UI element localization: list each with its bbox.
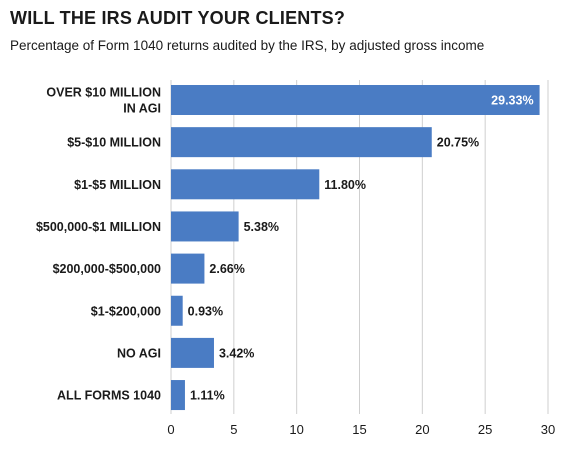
x-tick-label: 20 — [415, 422, 429, 437]
bar — [171, 295, 183, 326]
category-label: NO AGI — [117, 346, 161, 360]
value-label: 1.11% — [190, 389, 225, 403]
labels: OVER $10 MILLION IN AGI 29.33% $5-$10 MILLI… — [36, 86, 534, 403]
bar — [171, 337, 214, 368]
category-label: $200,000-$500,000 — [53, 262, 161, 276]
category-label: $500,000-$1 MILLION — [36, 220, 161, 234]
bar — [171, 169, 320, 200]
chart-title: WILL THE IRS AUDIT YOUR CLIENTS? — [10, 8, 346, 28]
value-label: 29.33% — [491, 94, 533, 108]
bars — [171, 85, 540, 411]
category-label: OVER $10 MILLION — [46, 86, 161, 100]
category-label: IN AGI — [123, 102, 161, 116]
category-label: $5-$10 MILLION — [67, 136, 161, 150]
category-label: ALL FORMS 1040 — [57, 389, 161, 403]
bar — [171, 380, 185, 411]
x-tick-label: 30 — [541, 422, 555, 437]
bar — [171, 127, 432, 158]
chart-subtitle: Percentage of Form 1040 returns audited … — [10, 38, 485, 53]
bar — [171, 253, 205, 284]
category-label: $1-$5 MILLION — [74, 178, 161, 192]
category-label: $1-$200,000 — [91, 304, 161, 318]
x-tick-label: 5 — [230, 422, 237, 437]
x-axis-ticks: 0 5 10 15 20 25 30 — [167, 422, 555, 437]
x-tick-label: 15 — [352, 422, 366, 437]
value-label: 0.93% — [188, 304, 223, 318]
value-label: 3.42% — [219, 346, 254, 360]
value-label: 2.66% — [209, 262, 244, 276]
bar — [171, 211, 239, 242]
x-tick-label: 10 — [289, 422, 303, 437]
value-label: 5.38% — [244, 220, 279, 234]
value-label: 20.75% — [437, 136, 479, 150]
x-tick-label: 0 — [167, 422, 174, 437]
value-label: 11.80% — [324, 178, 366, 192]
x-tick-label: 25 — [478, 422, 492, 437]
bar — [171, 85, 540, 115]
